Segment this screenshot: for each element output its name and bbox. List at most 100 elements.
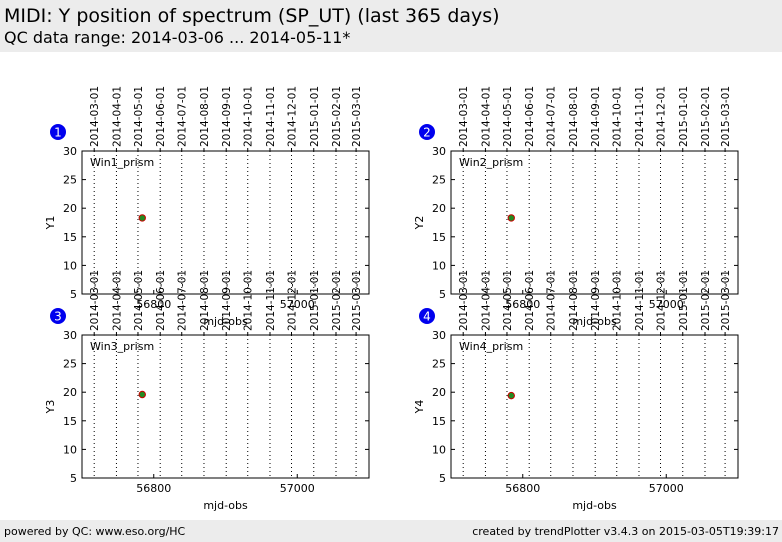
plot-frame: [81, 150, 370, 295]
panel-badge-number: 1: [54, 126, 62, 140]
x-tick-label: 57000: [649, 482, 684, 495]
y-tick-label: 25: [63, 174, 77, 187]
panel-label: Win3_prism: [90, 340, 154, 353]
y-tick-label: 15: [432, 231, 446, 244]
date-tick-label: 2014-06-01: [524, 270, 536, 331]
chart-panel-4: 2014-03-01 2014-04-01 2014-05-01 2014-06-01…: [413, 270, 739, 512]
page-subtitle: QC data range: 2014-03-06 ... 2014-05-11…: [4, 28, 351, 47]
date-tick-label: 2014-05-01: [133, 270, 145, 331]
y-tick-label: 10: [63, 259, 77, 272]
date-tick-label: 2014-03-01: [458, 270, 470, 331]
y-tick-label: 25: [432, 358, 446, 371]
y-tick-label: 15: [63, 231, 77, 244]
y-tick-label: 30: [432, 145, 446, 158]
plot-frame: [450, 334, 739, 479]
y-tick-label: 30: [432, 329, 446, 342]
y-axis-label: Y4: [413, 400, 426, 415]
data-point: [507, 391, 515, 400]
date-tick-label: 2014-10-01: [612, 86, 624, 147]
date-tick-label: 2014-09-01: [221, 270, 233, 331]
date-tick-label: 2015-03-01: [720, 270, 732, 331]
y-tick-label: 5: [439, 288, 446, 301]
date-tick-label: 2014-06-01: [524, 86, 536, 147]
page-header: MIDI: Y position of spectrum (SP_UT) (la…: [0, 0, 782, 52]
date-tick-label: 2014-12-01: [287, 270, 299, 331]
date-tick-label: 2014-07-01: [546, 86, 558, 147]
y-tick-label: 15: [63, 415, 77, 428]
x-axis-label: mjd-obs: [203, 499, 248, 512]
x-axis-label: mjd-obs: [572, 315, 617, 328]
date-tick-label: 2014-06-01: [155, 86, 167, 147]
x-tick-label: 57000: [649, 298, 684, 311]
date-tick-label: 2014-04-01: [111, 86, 123, 147]
date-tick-label: 2014-11-01: [634, 270, 646, 331]
page-title: MIDI: Y position of spectrum (SP_UT) (la…: [4, 5, 500, 27]
y-tick-label: 5: [70, 288, 77, 301]
y-axis-label: Y2: [413, 216, 426, 231]
plot-frame: [450, 150, 739, 295]
data-point: [138, 214, 146, 222]
page-footer: powered by QC: www.eso.org/HC created by…: [0, 520, 782, 542]
date-tick-label: 2015-02-01: [331, 270, 343, 331]
date-tick-label: 2014-11-01: [634, 86, 646, 147]
y-tick-label: 20: [432, 202, 446, 215]
date-tick-label: 2014-03-01: [89, 270, 101, 331]
y-tick-label: 10: [432, 443, 446, 456]
date-tick-label: 2014-08-01: [568, 86, 580, 147]
date-tick-label: 2014-05-01: [502, 270, 514, 331]
panel-badge: [419, 308, 435, 324]
panel-badge-number: 3: [54, 310, 62, 324]
date-tick-label: 2014-03-01: [458, 86, 470, 147]
x-tick-label: 57000: [280, 298, 315, 311]
date-tick-label: 2014-06-01: [155, 270, 167, 331]
date-tick-label: 2014-10-01: [243, 270, 255, 331]
panel-badge: [50, 308, 66, 324]
date-tick-label: 2014-07-01: [177, 270, 189, 331]
date-tick-label: 2015-02-01: [331, 86, 343, 147]
y-tick-label: 20: [63, 386, 77, 399]
panel-badge-number: 4: [423, 310, 431, 324]
date-tick-label: 2015-01-01: [678, 270, 690, 331]
y-axis-label: Y3: [44, 400, 57, 415]
x-axis-label: mjd-obs: [572, 499, 617, 512]
date-tick-label: 2014-07-01: [177, 86, 189, 147]
date-tick-label: 2014-07-01: [546, 270, 558, 331]
date-tick-label: 2014-10-01: [612, 270, 624, 331]
panel-badge: [419, 124, 435, 140]
date-tick-label: 2014-09-01: [590, 270, 602, 331]
chart-panel-3: 2014-03-01 2014-04-01 2014-05-01 2014-06-01…: [44, 270, 370, 512]
x-tick-label: 56800: [505, 482, 540, 495]
data-point: [138, 390, 146, 399]
y-tick-label: 20: [63, 202, 77, 215]
x-tick-label: 56800: [136, 298, 171, 311]
date-tick-label: 2014-04-01: [111, 270, 123, 331]
date-tick-label: 2015-02-01: [700, 86, 712, 147]
y-tick-label: 25: [432, 174, 446, 187]
date-tick-label: 2014-10-01: [243, 86, 255, 147]
date-tick-label: 2015-03-01: [351, 86, 363, 147]
plot-frame: [81, 334, 370, 479]
x-tick-label: 56800: [136, 482, 171, 495]
y-axis-label: Y1: [44, 216, 57, 231]
date-tick-label: 2014-09-01: [221, 86, 233, 147]
date-tick-label: 2014-12-01: [287, 86, 299, 147]
panel-label: Win1_prism: [90, 156, 154, 169]
y-tick-label: 10: [432, 259, 446, 272]
footer-created-by: created by trendPlotter v3.4.3 on 2015-0…: [472, 525, 779, 538]
date-tick-label: 2015-03-01: [720, 86, 732, 147]
panel-badge: [50, 124, 66, 140]
date-tick-label: 2014-11-01: [265, 86, 277, 147]
date-tick-label: 2014-11-01: [265, 270, 277, 331]
panel-badge-number: 2: [423, 126, 431, 140]
y-tick-label: 30: [63, 145, 77, 158]
y-tick-label: 5: [70, 472, 77, 485]
date-tick-label: 2014-04-01: [480, 270, 492, 331]
y-tick-label: 30: [63, 329, 77, 342]
date-tick-label: 2014-09-01: [590, 86, 602, 147]
date-tick-label: 2014-05-01: [133, 86, 145, 147]
date-tick-label: 2014-05-01: [502, 86, 514, 147]
x-tick-label: 57000: [280, 482, 315, 495]
date-tick-label: 2014-03-01: [89, 86, 101, 147]
y-tick-label: 20: [432, 386, 446, 399]
